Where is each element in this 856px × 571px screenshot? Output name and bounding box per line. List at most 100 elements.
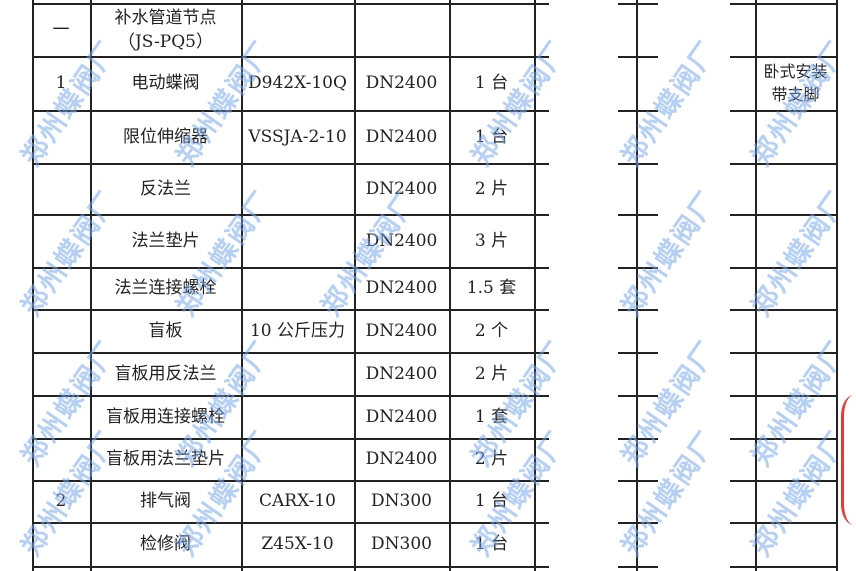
- cell-remark: 卧式安装 带支脚: [763, 62, 828, 104]
- grid-line-horizontal: [618, 522, 658, 524]
- cell-spec: DN2400: [365, 73, 438, 93]
- grid-line-horizontal: [32, 480, 534, 482]
- cell-name: 法兰垫片: [131, 230, 200, 251]
- cell-spec: DN2400: [365, 230, 438, 251]
- grid-line-vertical: [449, 0, 451, 571]
- red-seal-stamp: [841, 395, 854, 525]
- cell-qty: 1 台: [474, 126, 509, 147]
- grid-line-horizontal: [32, 438, 534, 440]
- grid-line-vertical: [241, 0, 243, 571]
- grid-line-horizontal: [32, 566, 534, 568]
- cell-spec: DN300: [371, 534, 432, 554]
- cell-remark: [755, 309, 836, 352]
- grid-line-horizontal: [32, 214, 534, 216]
- grid-line-horizontal: [618, 395, 658, 397]
- cell-qty: 2 片: [474, 449, 509, 469]
- grid-line-horizontal: [618, 56, 658, 58]
- cell-model: [241, 395, 354, 438]
- cell-spec: [354, 3, 449, 56]
- cell-model: [241, 163, 354, 214]
- grid-line-horizontal: [618, 3, 658, 5]
- grid-line-vertical: [354, 0, 356, 571]
- cell-no: [32, 522, 90, 566]
- cell-qty: 1 套: [474, 406, 509, 427]
- grid-line-horizontal: [32, 395, 534, 397]
- grid-line-horizontal: [730, 309, 836, 311]
- grid-line-horizontal: [32, 522, 534, 524]
- cell-model: 10 公斤压力: [249, 320, 346, 341]
- cell-name: 反法兰: [140, 178, 191, 199]
- cell-name: 法兰连接螺栓: [114, 278, 217, 298]
- grid-line-horizontal: [32, 352, 534, 354]
- cell-remark: [755, 3, 836, 56]
- cell-name: 盲板用反法兰: [114, 363, 217, 384]
- grid-line-horizontal: [730, 56, 836, 58]
- cell-model: Z45X-10: [261, 534, 334, 554]
- grid-line-horizontal: [730, 214, 836, 216]
- grid-line-horizontal: [534, 214, 549, 216]
- grid-line-horizontal: [730, 352, 836, 354]
- grid-line-vertical: [534, 0, 536, 571]
- grid-line-horizontal: [534, 3, 549, 5]
- cell-remark: [755, 438, 836, 480]
- grid-line-horizontal: [730, 480, 836, 482]
- cell-qty: 3 片: [474, 230, 509, 251]
- grid-line-horizontal: [730, 3, 836, 5]
- grid-line-horizontal: [32, 3, 534, 5]
- cell-remark: [755, 522, 836, 566]
- cell-spec: DN2400: [365, 178, 438, 199]
- grid-line-horizontal: [534, 566, 549, 568]
- grid-line-horizontal: [534, 395, 549, 397]
- cell-no: [32, 110, 90, 163]
- cell-no: [32, 214, 90, 267]
- cell-qty: [449, 3, 534, 56]
- cell-no: 1: [55, 73, 67, 93]
- cell-no: [32, 163, 90, 214]
- cell-model: [241, 214, 354, 267]
- cell-name: 盲板用法兰垫片: [106, 449, 225, 469]
- grid-line-horizontal: [730, 438, 836, 440]
- cell-remark: [755, 267, 836, 309]
- grid-line-horizontal: [534, 480, 549, 482]
- grid-line-horizontal: [32, 163, 534, 165]
- grid-line-horizontal: [618, 566, 658, 568]
- cell-spec: DN300: [371, 491, 432, 511]
- cell-remark: [755, 352, 836, 395]
- grid-line-horizontal: [730, 163, 836, 165]
- grid-line-horizontal: [618, 309, 658, 311]
- cell-no: [32, 395, 90, 438]
- cell-spec: DN2400: [365, 320, 438, 341]
- cell-spec: DN2400: [365, 363, 438, 384]
- cell-name: 电动蝶阀: [131, 73, 200, 93]
- grid-line-horizontal: [534, 163, 549, 165]
- grid-line-vertical: [755, 0, 757, 571]
- cell-no: [32, 267, 90, 309]
- grid-line-vertical: [636, 0, 638, 571]
- grid-line-horizontal: [534, 56, 549, 58]
- cell-qty: 1 台: [474, 73, 509, 93]
- grid-line-horizontal: [618, 110, 658, 112]
- cell-model: [241, 3, 354, 56]
- cell-model: [241, 352, 354, 395]
- cell-spec: DN2400: [365, 278, 438, 298]
- cell-name: 盲板用连接螺栓: [106, 406, 225, 427]
- cell-name: 检修阀: [140, 534, 191, 554]
- cell-remark: [755, 480, 836, 522]
- grid-line-horizontal: [730, 522, 836, 524]
- cell-model: D942X-10Q: [248, 73, 347, 93]
- grid-line-horizontal: [32, 267, 534, 269]
- grid-line-horizontal: [534, 267, 549, 269]
- cell-spec: DN2400: [365, 126, 438, 147]
- cell-remark: [755, 395, 836, 438]
- cell-model: VSSJA-2-10: [248, 126, 347, 147]
- cell-no: [32, 438, 90, 480]
- grid-line-horizontal: [730, 267, 836, 269]
- grid-line-horizontal: [534, 522, 549, 524]
- grid-line-horizontal: [618, 352, 658, 354]
- grid-line-horizontal: [534, 352, 549, 354]
- cell-qty: 1 台: [474, 534, 509, 554]
- cell-name: 补水管道节点 （JS-PQ5）: [114, 7, 217, 52]
- grid-line-vertical: [90, 0, 92, 571]
- cell-model: [241, 267, 354, 309]
